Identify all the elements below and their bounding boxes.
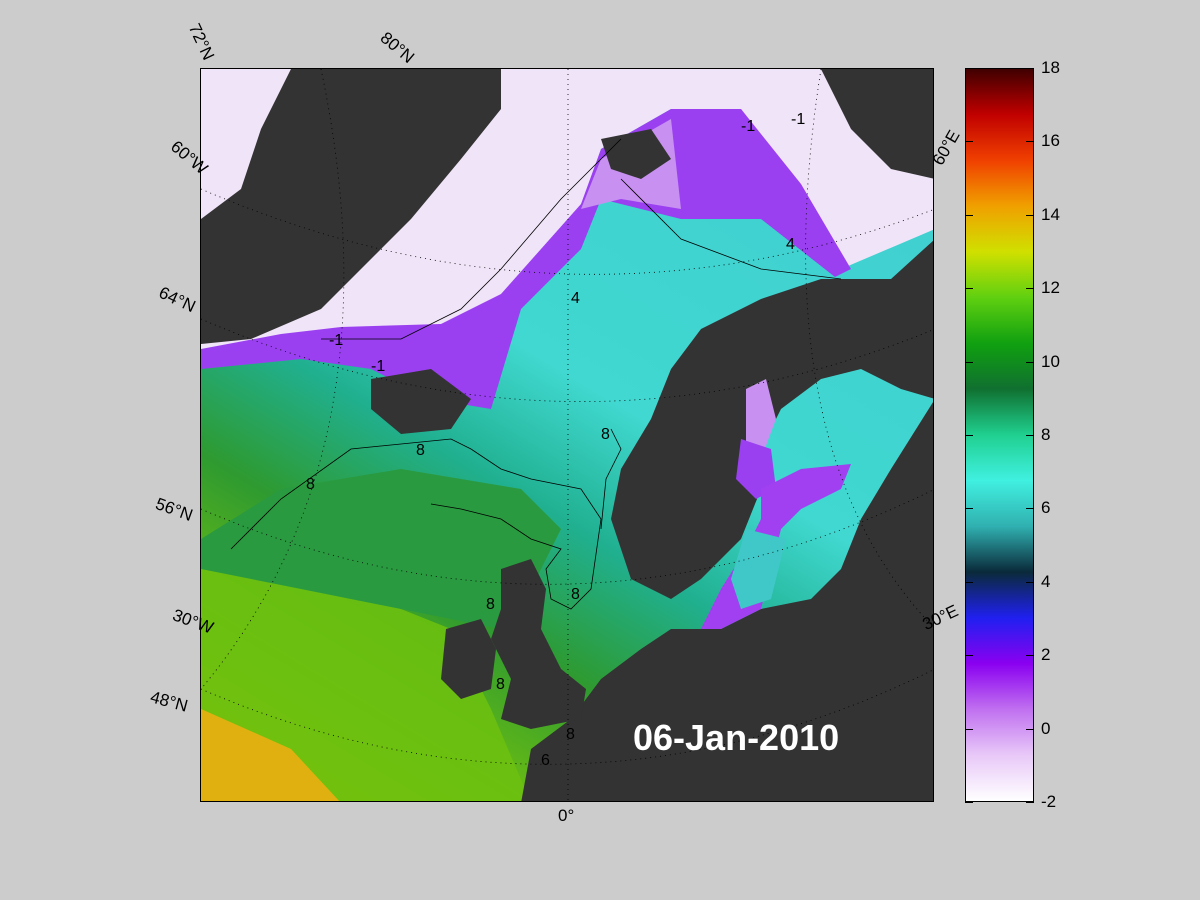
colorbar-tick-mark [1026, 288, 1034, 290]
ireland-land [441, 619, 496, 699]
contour-4 [620, 178, 842, 280]
colorbar-tick-mark [965, 435, 973, 436]
colorbar-tick-label: 10 [1041, 351, 1060, 371]
contour-label: -1 [371, 358, 385, 375]
greenland-land [201, 69, 501, 344]
lat-label-80n: 80°N [376, 28, 418, 68]
contour-label: 4 [786, 236, 795, 253]
warm-water-region [201, 569, 531, 801]
colorbar-tick-mark [1026, 802, 1034, 803]
contour-label: 8 [486, 596, 495, 613]
contour-8-east [600, 428, 622, 530]
europe-land [521, 402, 933, 801]
bothnian-sea [736, 439, 776, 499]
lat-label-56n: 56°N [153, 494, 196, 525]
colorbar-tick-mark [965, 288, 973, 290]
iceland-land [371, 369, 471, 434]
colorbar-tick-mark [965, 68, 973, 69]
warmest-water-region [201, 709, 340, 801]
contour-label: -1 [791, 111, 805, 128]
colorbar [965, 68, 1034, 802]
graticule-lat-48 [201, 669, 933, 765]
contour-label: 6 [541, 752, 550, 769]
contour-label: 8 [306, 476, 315, 493]
colorbar-tick-mark [965, 728, 973, 730]
colorbar-tick-label: 8 [1041, 425, 1051, 444]
colorbar-tick-mark [1026, 435, 1034, 436]
colorbar-tick-mark [1026, 728, 1034, 730]
contour-label: 4 [571, 290, 580, 307]
colorbar-tick-mark [1026, 581, 1034, 583]
colorbar-tick-mark [965, 214, 973, 216]
colorbar-tick-mark [1026, 141, 1034, 143]
colorbar-tick-mark [1026, 508, 1034, 510]
contour-label: -1 [741, 118, 755, 135]
contour-lines [230, 138, 842, 610]
colorbar-tick-label: 4 [1041, 571, 1051, 591]
colorbar-tick-mark [965, 508, 973, 510]
cold-water-band [201, 109, 851, 409]
colorbar-tick-mark [965, 802, 973, 803]
colorbar-tick-label: 6 [1041, 498, 1051, 518]
lat-label-64n: 64°N [155, 282, 199, 317]
graticule [201, 69, 933, 801]
lat-label-72n: 72°N [184, 20, 219, 64]
contour-label: -1 [329, 332, 343, 349]
lat-label-48n: 48°N [148, 687, 190, 716]
green-band [201, 469, 561, 629]
date-label: 06-Jan-2010 [633, 717, 840, 758]
colorbar-tick-mark [1026, 361, 1034, 363]
contour-label: 8 [571, 586, 580, 603]
colorbar-tick-label: 18 [1041, 58, 1060, 77]
contour-label: 8 [601, 426, 610, 443]
colorbar-tick-label: 2 [1041, 645, 1051, 665]
colorbar-tick-mark [1026, 214, 1034, 216]
contour-neg1 [321, 138, 622, 340]
sst-map: -1 -1 -1 -1 4 4 8 8 8 8 8 8 8 6 06-Jan-2010 [200, 68, 934, 802]
graticule-lat-56 [201, 489, 933, 585]
colorbar-tick-mark [965, 655, 973, 657]
great-britain-land [491, 559, 586, 729]
colorbar-tick-mark [965, 581, 973, 583]
lon-label-0: 0° [558, 806, 575, 825]
arctic-islands-land [821, 69, 933, 179]
colorbar-tick-label: 16 [1041, 131, 1060, 151]
contour-label: 8 [566, 726, 575, 743]
colorbar-tick-mark [965, 141, 973, 143]
graticule-lat-64 [201, 318, 933, 402]
colorbar-tick-label: 12 [1041, 278, 1060, 298]
colorbar-tick-label: 14 [1041, 204, 1060, 224]
graticule-lat-72 [201, 188, 933, 275]
contour-label: 8 [496, 676, 505, 693]
colorbar-tick-label: 0 [1041, 718, 1051, 738]
colorbar-tick-mark [1026, 68, 1034, 69]
colorbar-tick-label: -2 [1041, 792, 1057, 811]
baltic-proper [731, 529, 786, 609]
contour-label: 8 [416, 442, 425, 459]
contour-8 [230, 438, 602, 610]
colorbar-tick-mark [965, 361, 973, 363]
colorbar-tick-mark [1026, 655, 1034, 657]
gulf-of-bothnia [746, 379, 776, 459]
